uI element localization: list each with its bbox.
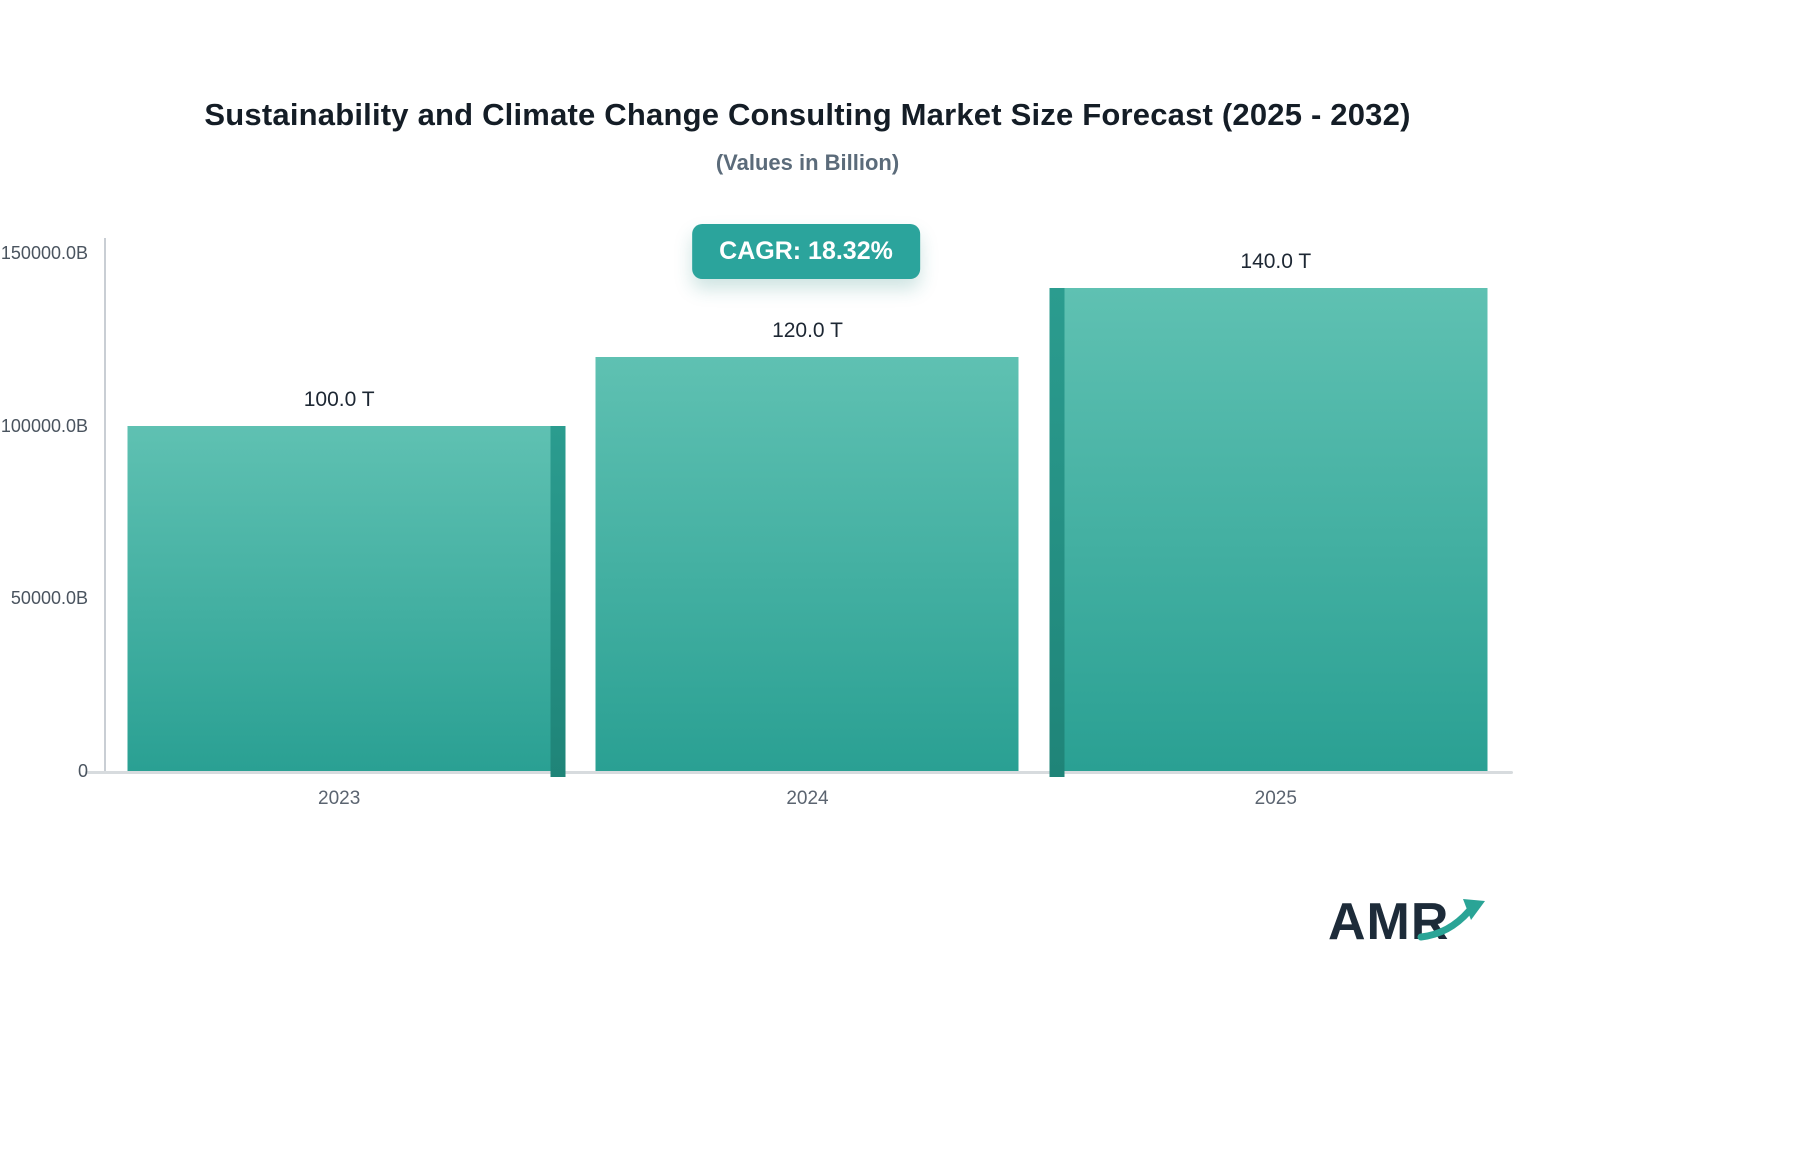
bar-value-label: 100.0 T [303, 387, 375, 411]
bar-2023 [127, 425, 566, 778]
y-axis-tick-label: 100000.0B [0, 415, 88, 436]
cagr-badge: CAGR: 18.32% [692, 224, 920, 279]
x-axis-line [85, 771, 1513, 774]
x-axis-label: 2023 [318, 788, 361, 809]
bar-slot: 120.0 T 2024 [573, 253, 1041, 809]
bar-slot: 100.0 T 2023 [105, 253, 573, 809]
bar-2024 [595, 356, 1019, 771]
y-axis-line [104, 238, 106, 774]
y-axis-tick-label: 150000.0B [0, 243, 88, 263]
bar-value-label: 140.0 T [1240, 249, 1312, 273]
y-axis-tick-label: 50000.0B [10, 588, 88, 609]
bar-value-label: 120.0 T [772, 318, 843, 342]
growth-arrow-icon [1417, 899, 1486, 941]
chart-subtitle: (Values in Billion) [715, 150, 900, 175]
x-axis-label: 2025 [1254, 788, 1297, 809]
plot-area: 100.0 T 2023 120.0 T 2024 140.0 T 2025 [105, 249, 1510, 809]
x-axis-label: 2024 [786, 788, 829, 809]
bar-2025 [1049, 287, 1488, 778]
amr-logo: AMR [1328, 896, 1487, 948]
chart-title: Sustainability and Climate Change Consul… [204, 97, 1411, 132]
bar-slot: 140.0 T 2025 [1042, 249, 1510, 809]
